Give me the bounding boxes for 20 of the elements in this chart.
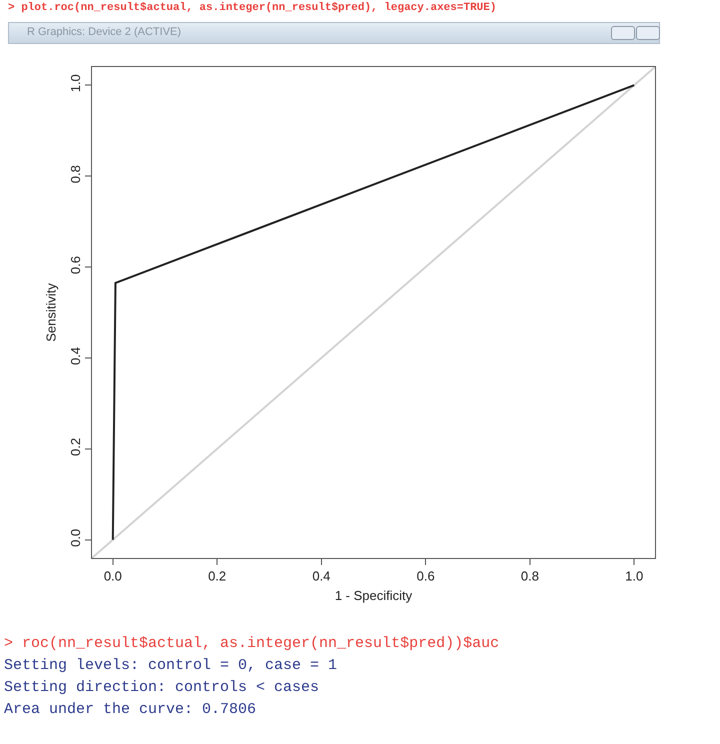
y-tick-label: 0.8 xyxy=(68,165,83,184)
x-tick-label: 0.6 xyxy=(416,568,435,584)
text: Area under the curve: 0.7806 xyxy=(4,700,258,720)
y-tick-label: 0.0 xyxy=(68,528,83,547)
y-tick-label: 0.4 xyxy=(68,346,83,366)
text: > roc(nn_result$actual, as.integer(nn_result$pred))$auc xyxy=(4,634,500,654)
x-tick-label: 0.2 xyxy=(208,568,226,584)
text: Setting levels: control = 0, case = 1 xyxy=(4,656,338,676)
text: R Graphics: Device 2 (ACTIVE) xyxy=(27,26,182,38)
text: > plot.roc(nn_result$actual, as.integer(nn_result$pred), legacy.axes=TRUE) xyxy=(8,2,496,14)
x-tick-label: 0.0 xyxy=(104,568,122,584)
x-tick-label: 1.0 xyxy=(625,568,644,584)
x-tick-label: 0.8 xyxy=(520,568,539,584)
y-tick-label: 1.0 xyxy=(68,74,83,92)
x-tick-label: 0.4 xyxy=(312,568,330,584)
y-axis-title: Sensitivity xyxy=(44,282,59,342)
text: Setting direction: controls < cases xyxy=(4,678,320,698)
y-tick-label: 0.6 xyxy=(68,256,83,274)
y-tick-label: 0.2 xyxy=(68,438,83,456)
x-axis-title: 1 - Specificity xyxy=(334,588,413,604)
